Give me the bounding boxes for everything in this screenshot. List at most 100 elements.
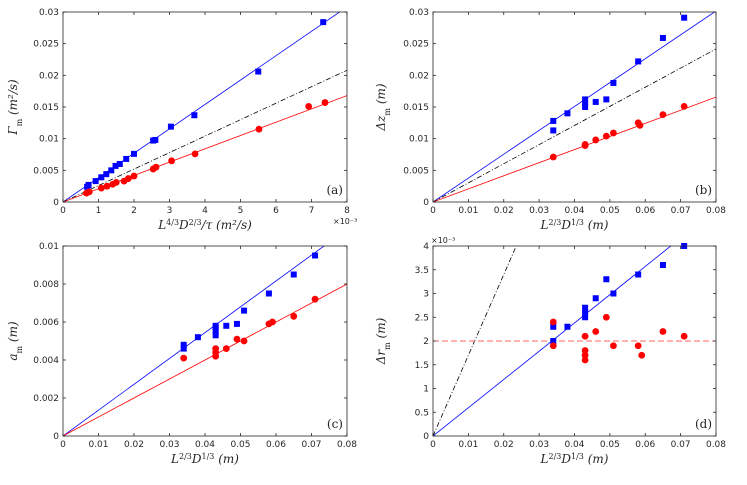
x-tick-label: 8 [344,206,350,216]
x-tick-label: 0.06 [635,440,655,450]
data-point-circle [168,157,176,165]
y-tick-label: 0.02 [409,71,429,81]
x-tick-label: 0.08 [337,440,357,450]
panel-c: 0 0.01 0.02 0.03 0.04 0.05 0.06 0.07 0.08 0 0.002 0… [6,242,357,466]
data-point-square [582,304,589,311]
x-tick-label: 0.07 [301,440,321,450]
y-tick-label: 0 [53,432,59,442]
data-point-circle [269,318,276,326]
data-point-square [681,14,688,21]
data-point-circle [638,351,646,359]
data-point-square [194,334,201,341]
data-point-square [241,307,248,314]
data-point-square [98,174,105,181]
data-point-square [233,320,240,327]
y-tick-label: 0 [423,432,429,442]
y-axis-label: am (m) [6,321,24,361]
x-tick-label: 0.01 [458,206,478,216]
x-tick-label: 0.05 [230,440,250,450]
x-tick-label: 0 [60,206,66,216]
data-point-square [582,104,589,110]
data-point-circle [305,102,313,110]
data-point-square [320,19,327,26]
data-point-square [610,79,617,86]
x-tick-label: 6 [273,206,279,216]
data-point-square [582,314,589,321]
x-tick-label: 0.04 [195,440,215,450]
data-point-circle [240,337,248,345]
x-tick-label: 0.08 [706,440,726,450]
panel-tag: (a) [326,183,343,197]
data-point-circle [290,312,298,320]
data-point-circle [581,356,589,364]
data-point-circle [592,136,600,144]
data-point-square [582,96,589,103]
data-point-square [610,290,617,297]
data-point-square [212,322,219,329]
y-tick-label: 3 [423,290,429,300]
data-point-circle [103,182,111,190]
x-tick-label: 0.04 [564,206,584,216]
x-tick-label: 0.02 [494,440,514,450]
data-point-circle [680,102,688,110]
data-point-square [191,112,198,119]
y-tick-label: 0.002 [33,394,59,404]
x-tick-label: 0.05 [600,440,620,450]
y-axis-label: Γm (m²/s) [6,79,24,136]
data-point-square [659,34,666,41]
x-tick-label: 1 [96,206,102,216]
data-point-circle [124,175,132,182]
x-tick-label: 5 [238,206,244,216]
data-point-square [312,252,319,259]
y-tick-label: 0.025 [33,40,59,50]
y-tick-label: 0.005 [403,166,429,176]
y-tick-label: 1.5 [415,361,429,371]
data-point-square [265,290,272,297]
data-point-square [635,271,642,278]
y-tick-label: 0.015 [403,103,429,113]
data-point-circle [180,354,188,362]
x-tick-label: 0.08 [706,206,726,216]
data-point-circle [659,328,667,335]
data-point-circle [610,342,617,350]
x-tick-label: 4 [202,206,208,216]
data-point-square [582,309,589,316]
data-point-circle [581,347,589,354]
x-tick-label: 0.05 [600,206,620,216]
panel-tag: (d) [695,417,712,431]
data-point-circle [592,328,600,335]
data-point-circle [581,140,589,148]
data-point-circle [549,342,557,350]
data-point-circle [634,342,642,350]
fit-line-blue [433,246,672,436]
y-tick-label: 1 [423,385,429,395]
y-tick-label: 0.02 [39,71,59,81]
x-exponent: ×10⁻³ [333,217,357,226]
data-point-square [167,123,174,130]
data-point-square [564,110,571,117]
data-point-square [108,167,115,174]
y-axis-label: Δzm (m) [374,83,392,131]
data-point-circle [233,335,241,343]
data-point-circle [112,178,120,186]
data-point-square [564,323,571,330]
y-tick-label: 0.004 [33,356,59,366]
panel-b: 0 0.01 0.02 0.03 0.04 0.05 0.06 0.07 0.08 0 0.005 0… [374,8,726,232]
y-tick-label: 0.01 [39,242,59,252]
x-tick-label: 0.01 [88,440,108,450]
x-axis-label: L2/3D1/3 (m) [540,218,609,233]
fit-line-dashdot [433,246,517,436]
y-tick-label: 4 [423,242,429,252]
x-tick-label: 0.03 [159,440,179,450]
y-tick-label: 0.015 [33,103,59,113]
y-tick-label: 0.01 [39,135,59,145]
x-tick-label: 0.07 [671,440,691,450]
data-point-square [223,322,230,329]
x-tick-label: 0.02 [494,206,514,216]
x-tick-label: 7 [309,206,315,216]
data-point-square [290,271,297,278]
y-tick-label: 0.5 [415,408,429,418]
data-point-circle [311,295,319,303]
x-tick-label: 0 [430,440,436,450]
